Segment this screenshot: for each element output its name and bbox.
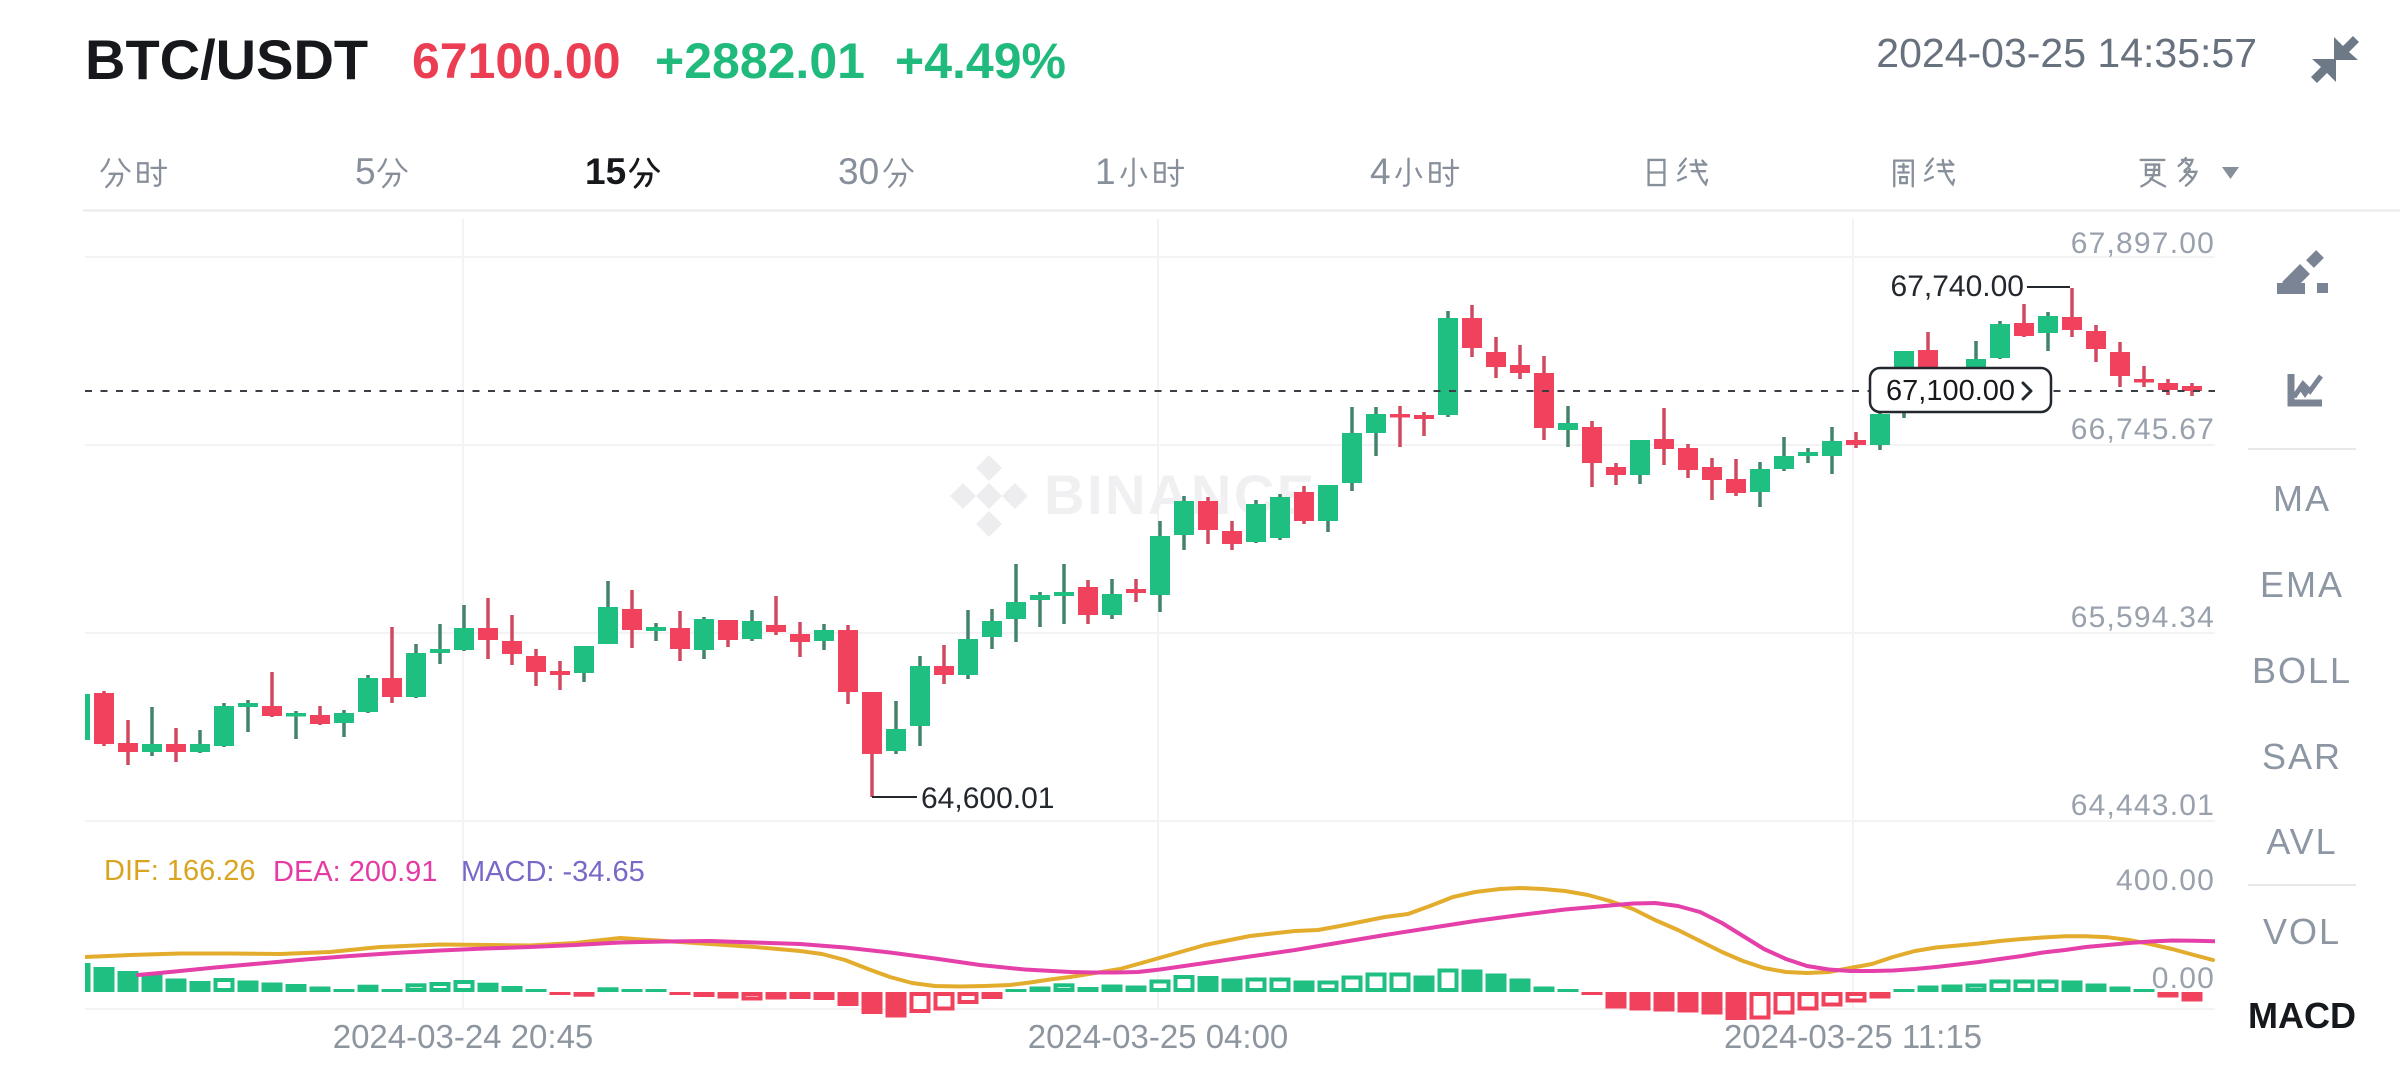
svg-text:67100.00: 67100.00 [412,33,621,89]
svg-text:64,600.01: 64,600.01 [921,782,1054,815]
svg-text:EMA: EMA [2260,564,2344,605]
svg-text:65,594.34: 65,594.34 [2071,601,2215,634]
svg-text:2024-03-24 20:45: 2024-03-24 20:45 [333,1018,594,1055]
svg-text:15: 15 [585,151,626,192]
svg-text:400.00: 400.00 [2116,864,2215,897]
svg-text:DIF: 166.26: DIF: 166.26 [104,855,256,887]
svg-text:2024-03-25 11:15: 2024-03-25 11:15 [1724,1018,1982,1055]
svg-text:MA: MA [2273,478,2331,519]
svg-text:MACD: MACD [2248,995,2356,1036]
svg-text:5: 5 [355,151,376,192]
svg-text:1: 1 [1095,151,1116,192]
svg-text:+2882.01: +2882.01 [655,33,865,89]
svg-text:BTC/USDT: BTC/USDT [85,28,368,91]
svg-text:2024-03-25 04:00: 2024-03-25 04:00 [1028,1018,1289,1055]
svg-text:+4.49%: +4.49% [895,33,1066,89]
svg-text:64,443.01: 64,443.01 [2071,789,2215,822]
svg-text:SAR: SAR [2262,736,2342,777]
svg-text:AVL: AVL [2266,821,2337,862]
svg-text:67,897.00: 67,897.00 [2071,227,2215,260]
svg-text:67,740.00: 67,740.00 [1891,270,2024,303]
svg-text:MACD: -34.65: MACD: -34.65 [461,856,645,888]
svg-text:67,100.00: 67,100.00 [1886,375,2015,407]
svg-text:0.00: 0.00 [2152,962,2215,995]
svg-text:2024-03-25 14:35:57: 2024-03-25 14:35:57 [1876,30,2257,76]
svg-text:VOL: VOL [2263,911,2341,952]
svg-text:30: 30 [838,151,879,192]
svg-text:4: 4 [1370,151,1391,192]
svg-text:66,745.67: 66,745.67 [2071,413,2215,446]
svg-text:BOLL: BOLL [2252,650,2352,691]
svg-text:DEA: 200.91: DEA: 200.91 [273,856,437,888]
